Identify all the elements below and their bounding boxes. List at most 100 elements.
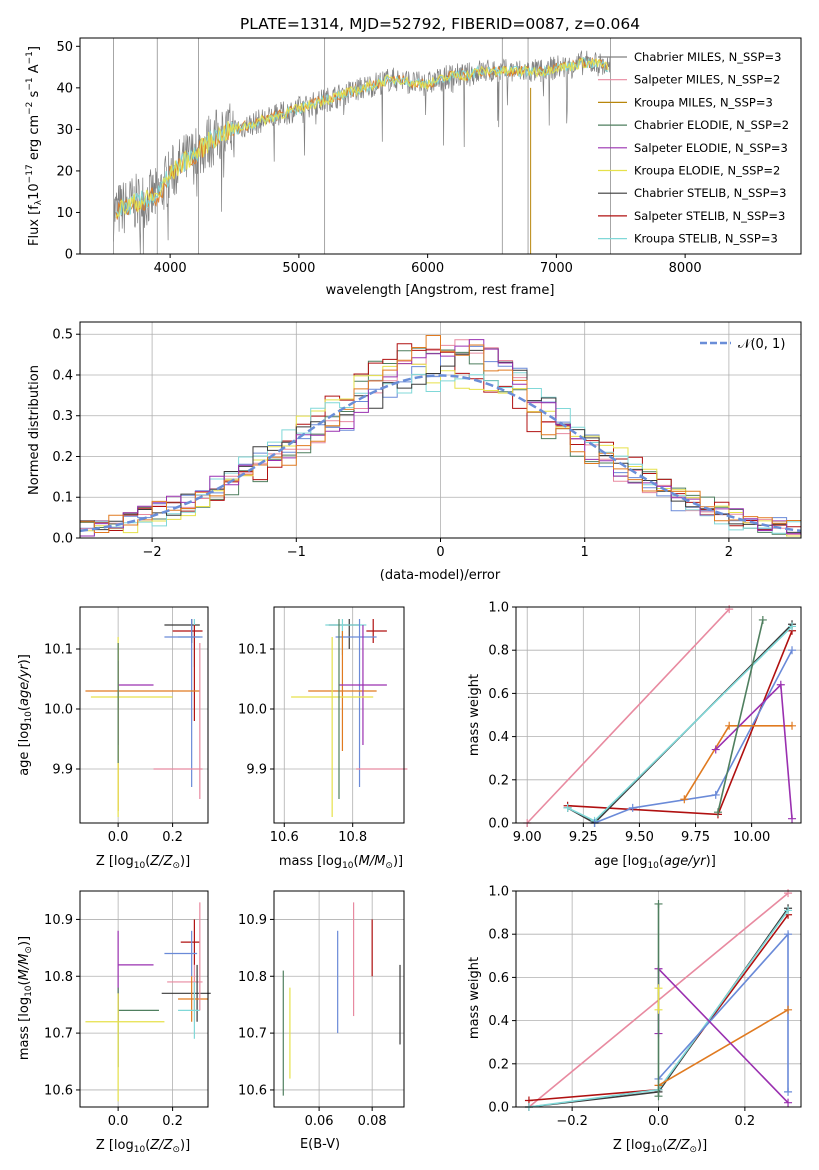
x-tick-label: 0.0 bbox=[108, 1114, 129, 1129]
pzmw-y-label: mass weight bbox=[467, 957, 482, 1039]
spectrum-x-tick-label: 4000 bbox=[154, 261, 187, 276]
massweight-marker bbox=[776, 680, 785, 689]
legend-label: Kroupa MILES, N_SSP=3 bbox=[634, 95, 773, 109]
spectrum-x-tick-label: 6000 bbox=[411, 261, 444, 276]
histogram-series bbox=[80, 363, 801, 537]
y-tick-label: 10.9 bbox=[238, 913, 267, 928]
spectrum-y-tick-label: 40 bbox=[56, 81, 73, 96]
y-tick-label: 10.8 bbox=[238, 970, 267, 985]
x-tick-label: 9.00 bbox=[513, 830, 542, 845]
massweight-marker bbox=[758, 615, 767, 624]
massweight-marker bbox=[784, 906, 793, 915]
observed-spectrum bbox=[113, 50, 611, 255]
y-tick-label: 9.9 bbox=[52, 763, 73, 778]
massweight-line bbox=[657, 932, 789, 1092]
x-tick-label: 9.75 bbox=[681, 830, 710, 845]
y-tick-label: 10.1 bbox=[44, 643, 73, 658]
spectrum-y-tick-label: 50 bbox=[56, 40, 73, 55]
histogram-y-tick-label: 0.2 bbox=[52, 450, 73, 465]
page-mw-y-label: mass weight bbox=[467, 674, 482, 756]
x-tick-label: 0.2 bbox=[162, 830, 183, 845]
histogram-x-tick-label: 1 bbox=[581, 545, 589, 560]
spectrum-x-tick-label: 8000 bbox=[669, 261, 702, 276]
gaussian-legend-label: 𝒩(0, 1) bbox=[738, 337, 785, 352]
histogram-y-label: Normed distribution bbox=[27, 365, 42, 495]
spectrum-x-tick-label: 5000 bbox=[282, 261, 315, 276]
panel-data bbox=[291, 619, 408, 817]
pzmw-x-label: Z [log10(Z/Z⊙)] bbox=[613, 1138, 707, 1155]
y-tick-label: 10.6 bbox=[238, 1083, 267, 1098]
histogram-y-tick-label: 0.0 bbox=[52, 532, 73, 547]
massweight-line bbox=[567, 623, 793, 824]
massweight-marker bbox=[784, 930, 793, 939]
histogram-y-tick-label: 0.3 bbox=[52, 409, 73, 424]
histogram-y-tick-label: 0.5 bbox=[52, 328, 73, 343]
pz-mass-y-label: mass [log10(M/M⊙)] bbox=[17, 936, 34, 1060]
panel-data bbox=[282, 902, 401, 1096]
histogram-x-tick-label: −2 bbox=[143, 545, 162, 560]
massweight-marker bbox=[788, 622, 797, 631]
massweight-marker bbox=[784, 889, 793, 898]
panel-axes bbox=[515, 890, 802, 1108]
massweight-marker bbox=[788, 646, 797, 655]
massweight-line bbox=[526, 608, 730, 824]
y-tick-label: 0.4 bbox=[488, 1014, 509, 1029]
x-tick-label: 0.2 bbox=[162, 1114, 183, 1129]
y-tick-label: 0.6 bbox=[488, 687, 509, 702]
histogram-x-tick-label: −1 bbox=[287, 545, 306, 560]
y-tick-label: 9.9 bbox=[246, 763, 267, 778]
histogram-x-label: (data-model)/error bbox=[380, 568, 501, 583]
massweight-marker bbox=[788, 814, 797, 823]
massweight-marker bbox=[628, 803, 637, 812]
massweight-marker bbox=[725, 605, 734, 614]
y-tick-label: 10.9 bbox=[44, 913, 73, 928]
spectrum-y-tick-label: 0 bbox=[65, 248, 73, 263]
spectrum-x-tick-label: 7000 bbox=[540, 261, 573, 276]
histogram-x-tick-label: 0 bbox=[436, 545, 444, 560]
legend-label: Chabrier STELIB, N_SSP=3 bbox=[634, 186, 786, 200]
legend-label: Chabrier ELODIE, N_SSP=2 bbox=[634, 118, 789, 132]
pmass-age-x-label: mass [log10(M/M⊙)] bbox=[279, 854, 403, 871]
spectrum-legend: Chabrier MILES, N_SSP=3 Salpeter MILES, N… bbox=[598, 50, 789, 246]
massweight-marker bbox=[563, 803, 572, 812]
figure-title: PLATE=1314, MJD=52792, FIBERID=0087, z=0… bbox=[240, 15, 640, 33]
histogram-series bbox=[80, 345, 801, 537]
panel-mass-age: 10.6 10.8 9.9 10.0 10.1 bbox=[238, 606, 408, 845]
y-tick-label: 0.4 bbox=[488, 730, 509, 745]
x-tick-label: 0.08 bbox=[358, 1114, 387, 1129]
histogram-y-tick-label: 0.4 bbox=[52, 368, 73, 383]
massweight-marker bbox=[784, 1087, 793, 1096]
massweight-marker bbox=[654, 899, 663, 908]
panel-axes bbox=[79, 606, 209, 824]
y-tick-label: 10.7 bbox=[238, 1027, 267, 1042]
massweight-line bbox=[567, 625, 793, 822]
residual-histograms bbox=[79, 335, 802, 537]
panel-ebv-mass: 0.06 0.08 10.6 10.7 10.8 10.9 bbox=[238, 890, 405, 1129]
legend-label: Salpeter STELIB, N_SSP=3 bbox=[634, 209, 785, 223]
model-spectrum bbox=[115, 57, 609, 218]
legend-label: Salpeter ELODIE, N_SSP=3 bbox=[634, 141, 788, 155]
y-tick-label: 10.7 bbox=[44, 1027, 73, 1042]
massweight-marker bbox=[711, 790, 720, 799]
massweight-marker bbox=[713, 808, 722, 817]
spectrum-y-tick-label: 20 bbox=[56, 164, 73, 179]
x-tick-label: 10.8 bbox=[338, 830, 367, 845]
histogram-series bbox=[80, 335, 801, 533]
legend-label: Kroupa ELODIE, N_SSP=2 bbox=[634, 164, 780, 178]
gaussian-curve bbox=[79, 374, 802, 533]
x-tick-label: 10.00 bbox=[733, 830, 770, 845]
spectrum-y-tick-label: 30 bbox=[56, 123, 73, 138]
y-tick-label: 10.0 bbox=[238, 703, 267, 718]
panel-z-massweight: −0.2 0.0 0.2 0.0 0.2 0.4 0.6 0.8 1.0 bbox=[488, 885, 802, 1129]
panel-axes bbox=[273, 890, 405, 1108]
massweight-line bbox=[715, 683, 793, 819]
massweight-marker bbox=[725, 721, 734, 730]
y-tick-label: 1.0 bbox=[488, 885, 509, 900]
panel-data bbox=[85, 619, 203, 817]
massweight-line bbox=[658, 1009, 789, 1087]
x-tick-label: 10.6 bbox=[270, 830, 299, 845]
massweight-marker bbox=[654, 1092, 663, 1101]
spectrum-x-label: wavelength [Angstrom, rest frame] bbox=[326, 283, 555, 298]
massweight-marker bbox=[784, 1005, 793, 1014]
